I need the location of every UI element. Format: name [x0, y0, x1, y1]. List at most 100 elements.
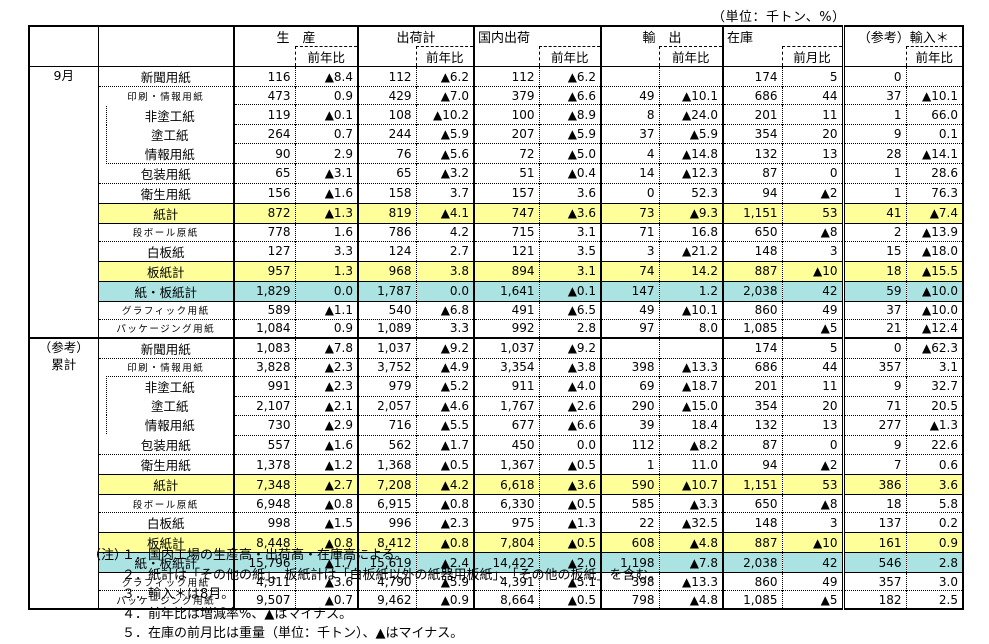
value-cell: ▲2.9 — [294, 414, 358, 435]
value-cell: 9 — [841, 124, 906, 144]
value-cell: 7,348 — [233, 474, 295, 495]
value-cell: ▲15.0 — [658, 395, 723, 415]
footnote-marker — [88, 605, 122, 625]
value-cell: 49 — [781, 300, 843, 319]
value-cell: 0.9 — [294, 86, 358, 105]
section-label-line: 9月 — [53, 68, 74, 83]
value-cell: ▲9.3 — [658, 202, 723, 224]
value-cell: ▲4.8 — [658, 532, 723, 553]
value-cell: ▲8 — [781, 494, 843, 513]
table-row: （参考） 累計 新聞用紙 1,083 ▲7.8 1,037 ▲9.2 1,037 ▲9.2 174… — [29, 336, 963, 609]
value-cell: 686 — [722, 357, 782, 376]
value-cell: 16.8 — [658, 222, 723, 241]
value-cell: ▲62.3 — [905, 336, 963, 358]
value-cell: ▲0.9 — [415, 590, 474, 609]
value-cell: 998 — [233, 512, 295, 533]
sub-header-spacer — [473, 46, 539, 67]
value-cell: ▲0.8 — [415, 532, 474, 553]
table-row: 紙・板紙計 1,829 0.0 1,787 0.0 1,641 ▲0.1 147 1.2 2,03… — [29, 280, 963, 302]
value-cell: 379 — [473, 86, 539, 105]
value-cell: 677 — [473, 414, 539, 435]
footnote-marker: （注） — [88, 548, 128, 563]
value-cell: 121 — [473, 240, 539, 261]
value-cell: 7 — [841, 454, 906, 475]
value-cell: 51 — [473, 163, 539, 183]
value-cell: 3.5 — [538, 240, 601, 261]
footnote-marker — [88, 566, 122, 586]
value-cell: 9,462 — [357, 590, 416, 609]
row-label: 情報用紙 — [98, 415, 234, 435]
row-label-text: 非塗工紙 — [105, 376, 233, 396]
row-label: 印刷・情報用紙 — [98, 86, 234, 105]
value-cell: ▲24.0 — [658, 104, 723, 125]
value-cell: 32.7 — [905, 375, 963, 396]
value-cell: ▲2.3 — [415, 512, 474, 533]
value-cell: 72 — [473, 143, 539, 164]
value-cell: 1,089 — [357, 318, 416, 338]
value-cell: 116 — [233, 66, 295, 87]
value-cell: 18 — [841, 494, 906, 513]
corner-grade-cell — [98, 26, 234, 67]
value-cell: 650 — [722, 494, 782, 513]
value-cell: 11.0 — [658, 454, 723, 475]
table-row: パッケージング用紙 1,084 0.9 1,089 3.3 992 2.8 97 8.0 1,08… — [29, 318, 963, 338]
value-cell: 44 — [781, 357, 843, 376]
value-cell: 69 — [600, 375, 659, 396]
value-cell: 1,787 — [357, 280, 416, 302]
value-cell: 76 — [357, 143, 416, 164]
value-cell: ▲0.5 — [538, 532, 601, 553]
table-row: 9月 新聞用紙 116 ▲8.4 112 ▲6.2 112 ▲6.2 174 5 0 — [29, 66, 963, 338]
value-cell: ▲5.9 — [415, 124, 474, 144]
value-cell: 0.0 — [294, 280, 358, 302]
table-row: 白板紙 127 3.3 124 2.7 121 3.5 3 ▲21.2 148 3 15 ▲18.0 — [29, 240, 963, 261]
value-cell: ▲1.6 — [294, 434, 358, 455]
value-cell: ▲4.9 — [415, 357, 474, 376]
value-cell: ▲0.5 — [415, 454, 474, 475]
value-cell: ▲6.2 — [538, 66, 601, 87]
value-cell: 42 — [781, 552, 843, 573]
value-cell: 3 — [781, 512, 843, 533]
value-cell: ▲3.2 — [415, 163, 474, 183]
value-cell: 1.2 — [658, 280, 723, 302]
value-cell: 119 — [233, 104, 295, 125]
value-cell: ▲4.1 — [415, 202, 474, 224]
value-cell: ▲6.5 — [538, 300, 601, 319]
value-cell: 1 — [841, 104, 906, 125]
sub-column-label: 前年比 — [538, 46, 601, 67]
value-cell: ▲12.3 — [658, 163, 723, 183]
value-cell: 39 — [600, 414, 659, 435]
value-cell: ▲13.3 — [658, 572, 723, 591]
table-row: 非塗工紙 119 ▲0.1 108 ▲10.2 100 ▲8.9 8 ▲24.0 201 11 1 66… — [29, 104, 963, 125]
value-cell: 386 — [841, 474, 906, 495]
value-cell: ▲4.6 — [415, 395, 474, 415]
value-cell: ▲1.6 — [294, 182, 358, 203]
value-cell: 87 — [722, 434, 782, 455]
row-label: パッケージング用紙 — [98, 318, 234, 338]
table-row: 衛生用紙 1,378 ▲1.2 1,368 ▲0.5 1,367 ▲0.5 1 11.0 94 ▲2… — [29, 454, 963, 475]
value-cell: 3.6 — [905, 474, 963, 495]
value-cell: 76.3 — [905, 182, 963, 203]
value-cell: 9 — [841, 434, 906, 455]
value-cell: ▲4.8 — [658, 590, 723, 609]
value-cell: 4.2 — [415, 222, 474, 241]
value-cell: ▲10 — [781, 532, 843, 553]
sub-header-spacer — [600, 46, 659, 67]
value-cell: 157 — [473, 182, 539, 203]
footnote-row: ３．輸入＊は8月。 — [88, 585, 662, 605]
table-row: 包装用紙 65 ▲3.1 65 ▲3.2 51 ▲0.4 14 ▲12.3 87 0 1 28.6 — [29, 163, 963, 183]
value-cell: 6,948 — [233, 494, 295, 513]
value-cell: 132 — [722, 143, 782, 164]
value-cell: 357 — [841, 357, 906, 376]
column-group-label: 輸 出 — [600, 26, 723, 47]
value-cell: ▲3.6 — [294, 572, 358, 591]
value-cell: 1,641 — [473, 280, 539, 302]
value-cell: 0.6 — [905, 454, 963, 475]
value-cell: ▲14.1 — [905, 143, 963, 164]
row-label: 印刷・情報用紙 — [98, 357, 234, 376]
value-cell: 1,084 — [233, 318, 295, 338]
value-cell: 0.0 — [415, 280, 474, 302]
value-cell: ▲6.6 — [538, 414, 601, 435]
row-label: パッケージング用紙 — [98, 590, 234, 609]
value-cell: ▲0.7 — [294, 590, 358, 609]
value-cell: 161 — [841, 532, 906, 553]
